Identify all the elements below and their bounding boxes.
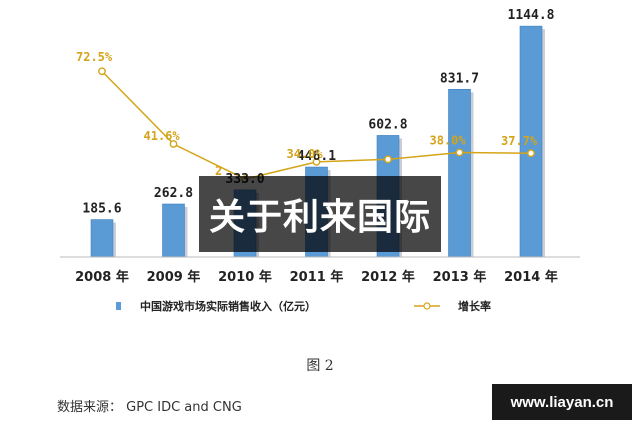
figure-caption: 图 2 — [306, 358, 334, 374]
category-label: 2010 年 — [218, 269, 272, 285]
overlay-text: 关于利来国际 — [208, 197, 431, 238]
category-label: 2009 年 — [147, 269, 201, 285]
growth-rate-label: 2 — [215, 164, 222, 178]
growth-rate-point — [527, 149, 535, 158]
bar-value-label: 1144.8 — [508, 8, 555, 23]
category-label: 2011 年 — [290, 269, 344, 285]
growth-rate-label: 38.0% — [430, 133, 467, 147]
category-label: 2014 年 — [504, 269, 558, 285]
bar — [162, 203, 185, 258]
bar — [90, 219, 114, 258]
bar-value-label: 831.7 — [440, 71, 479, 86]
watermark-text: www.liayan.cn — [510, 393, 614, 411]
growth-rate-label: 72.5% — [76, 50, 113, 64]
growth-rate-label: 34.0% — [287, 147, 324, 161]
growth-rate-point — [169, 140, 178, 148]
source-note: 数据来源： GPC IDC and CNG — [57, 400, 242, 415]
watermark: www.liayan.cn — [492, 384, 632, 420]
bar-value-label: 262.8 — [154, 186, 193, 201]
legend-bar-label: 中国游戏市场实际销售收入（亿元） — [140, 299, 316, 313]
overlay-banner: 关于利来国际 — [199, 176, 441, 252]
legend-line-label: 增长率 — [458, 299, 491, 313]
growth-rate-point — [384, 155, 392, 164]
bar-value-label: 602.8 — [368, 117, 407, 132]
category-label: 2008 年 — [75, 269, 129, 285]
bar — [448, 88, 471, 258]
category-label: 2013 年 — [433, 269, 487, 285]
bar-value-label: 185.6 — [82, 202, 121, 217]
category-label: 2012 年 — [361, 269, 415, 285]
growth-rate-label: 41.6% — [144, 129, 181, 143]
growth-rate-point — [455, 148, 464, 157]
bar-value-label: 446.1 — [297, 149, 336, 164]
legend-bar-swatch — [116, 302, 121, 310]
growth-rate-point — [312, 158, 321, 166]
growth-rate-label: 37.7% — [501, 134, 538, 148]
legend-line-marker — [423, 302, 431, 310]
growth-rate-point — [98, 67, 106, 76]
